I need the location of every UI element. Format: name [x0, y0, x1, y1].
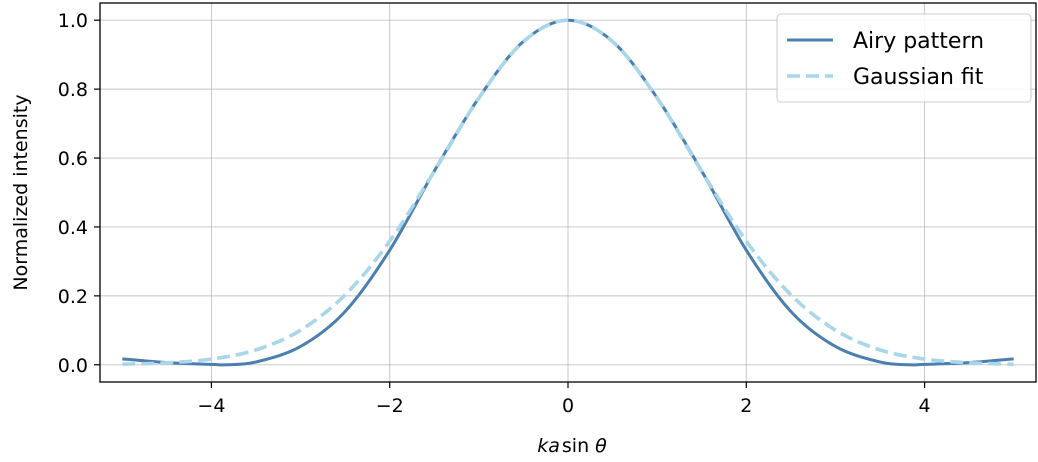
legend-label: Airy pattern: [853, 29, 984, 54]
y-tick-label: 1.0: [58, 10, 88, 32]
x-tick-label: −2: [376, 395, 404, 417]
x-tick-label: 2: [740, 395, 752, 417]
series-line-gaussian-fit: [122, 18, 1014, 366]
x-axis-label-italic: ka: [537, 435, 560, 457]
legend: Airy pattern Gaussian fit: [776, 13, 1032, 103]
x-axis-label-func: sin: [562, 435, 589, 457]
series-lines: [122, 18, 1014, 367]
y-tick-label: 0.0: [58, 355, 88, 377]
y-tick-label: 0.8: [58, 79, 88, 101]
legend-box: [776, 13, 1032, 103]
x-axis-label: ka sin θ: [537, 435, 607, 457]
y-tick-label: 0.6: [58, 148, 88, 170]
y-axis-label: Normalized intensity: [10, 94, 32, 290]
x-tick-label: 0: [562, 395, 574, 417]
y-tick-label: 0.4: [58, 217, 88, 239]
legend-label: Gaussian fit: [853, 65, 984, 90]
x-tick-label: −4: [197, 395, 225, 417]
x-tick-label: 4: [919, 395, 931, 417]
x-axis-label-symbol: θ: [595, 435, 607, 457]
axis-ticks: −4 −2 0 2 4 0.0 0.2 0.4 0.6 0.8 1.0: [58, 10, 931, 417]
y-tick-label: 0.2: [58, 286, 88, 308]
